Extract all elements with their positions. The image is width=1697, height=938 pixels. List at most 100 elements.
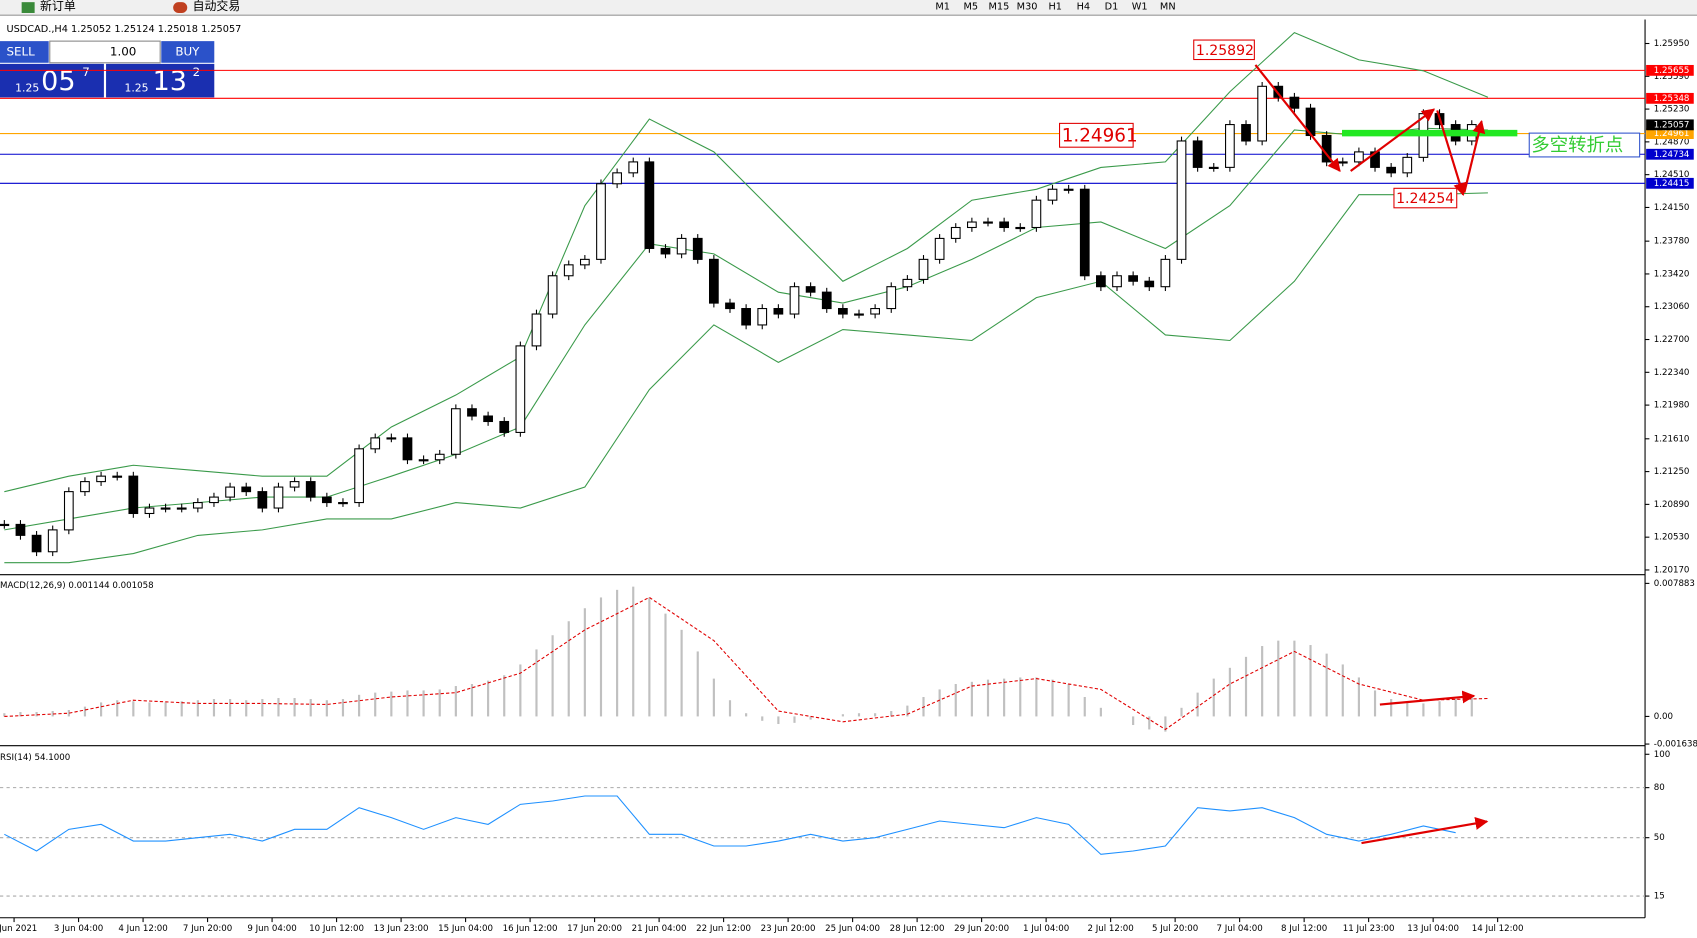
timeframe[interactable]: H4 <box>1077 1 1091 12</box>
sell-button[interactable] <box>0 41 49 63</box>
timeframe[interactable]: D1 <box>1105 1 1119 12</box>
buy-button[interactable] <box>161 41 215 63</box>
x-tick-label: 2 Jun 2021 <box>0 924 37 934</box>
candle <box>160 507 171 510</box>
x-tick-label: 11 Jul 23:00 <box>1343 924 1395 934</box>
buy-price[interactable] <box>106 63 215 98</box>
sell-price[interactable] <box>0 63 104 98</box>
annotation: 1.24961 <box>1062 125 1138 146</box>
candle <box>773 308 784 315</box>
candle <box>321 496 332 504</box>
timeframe[interactable]: H1 <box>1048 1 1062 12</box>
macd-bar <box>1325 653 1328 717</box>
price-tag <box>1646 92 1694 104</box>
candle <box>225 486 235 498</box>
lot-input[interactable] <box>49 40 161 64</box>
macd-bar <box>1083 697 1086 717</box>
auto-trading[interactable]: 自动交易 <box>193 0 241 13</box>
drawn-arrows <box>1254 64 1489 845</box>
sell-label[interactable]: SELL <box>6 44 35 58</box>
candle <box>209 496 219 504</box>
candle <box>112 475 123 478</box>
x-tick-label: 15 Jun 04:00 <box>438 924 493 934</box>
arrow <box>1463 119 1486 193</box>
annotation-box <box>1059 122 1134 148</box>
candle <box>483 415 493 423</box>
macd-bar <box>35 712 38 717</box>
candle <box>128 475 139 515</box>
candle <box>80 481 90 493</box>
candle <box>821 291 832 310</box>
macd-bar <box>1035 677 1038 717</box>
candle <box>176 507 187 510</box>
candle <box>967 221 977 229</box>
y-tick-label: 1.24150 <box>1654 203 1690 213</box>
candle <box>725 302 735 310</box>
macd-bar <box>132 701 135 717</box>
candle <box>418 459 429 462</box>
macd-bar <box>809 716 812 720</box>
lot-value[interactable]: 1.00 <box>110 44 136 58</box>
rsi-title: RSI(14) 54.1000 <box>0 753 70 763</box>
plot: 1.25950 1.25590 1.25230 1.24870 1.24510 1.241… <box>0 31 1697 934</box>
price-tag-label: 1.25348 <box>1654 94 1690 104</box>
candle <box>257 491 268 509</box>
bollinger-middle <box>4 127 1488 531</box>
timeframe[interactable]: W1 <box>1132 1 1148 12</box>
timeframe[interactable]: M1 <box>935 1 950 12</box>
x-tick-label: 14 Jul 12:00 <box>1472 924 1524 934</box>
bollinger-upper <box>4 31 1489 493</box>
candle <box>1160 258 1171 288</box>
x-tick-label: 3 Jun 04:00 <box>54 924 103 934</box>
macd-bar <box>1228 667 1231 717</box>
macd-bar <box>551 635 554 717</box>
x-tick-label: 13 Jun 23:00 <box>374 924 429 934</box>
new-order[interactable]: 新订单 <box>40 0 76 13</box>
macd-bar <box>470 684 474 717</box>
timeframe[interactable]: M5 <box>963 1 978 12</box>
y-tick-label: 1.24870 <box>1654 137 1690 147</box>
macd-bar <box>1390 699 1393 717</box>
candle <box>902 278 913 288</box>
price-tag <box>1646 148 1694 160</box>
candle <box>805 286 816 293</box>
candle <box>1079 188 1090 277</box>
icon[interactable] <box>21 2 35 13</box>
candle <box>1144 280 1155 288</box>
macd-bar <box>1373 690 1377 717</box>
y-tick-label: 100 <box>1654 750 1671 760</box>
macd-bar <box>745 713 748 717</box>
timeframe[interactable]: MN <box>1160 1 1176 12</box>
macd-bar <box>1277 640 1280 717</box>
y-tick-label: 1.23420 <box>1654 269 1690 279</box>
candle <box>63 491 74 531</box>
timeframe[interactable]: M30 <box>1017 1 1038 12</box>
macd-bar <box>1293 640 1296 717</box>
macd-bar <box>761 716 764 721</box>
y-tick-label: 1.24510 <box>1654 170 1690 180</box>
macd-bar <box>1454 699 1457 717</box>
x-tick-label: 7 Jun 20:00 <box>183 924 232 934</box>
macd-bar <box>180 701 183 717</box>
candle <box>999 221 1010 229</box>
macd-bar <box>196 700 199 717</box>
x-tick-label: 4 Jun 12:00 <box>118 924 167 934</box>
macd-bar <box>938 689 941 717</box>
y-tick-label: -0.001638 <box>1654 740 1697 750</box>
macd-bar <box>680 629 683 717</box>
timeframe[interactable]: M15 <box>989 1 1010 12</box>
macd-bar <box>1003 678 1006 717</box>
annotation-box <box>1528 132 1641 158</box>
candle <box>628 161 639 174</box>
candle <box>144 507 155 515</box>
candle <box>1192 140 1203 168</box>
macd-bar <box>503 675 506 717</box>
x-tick-label: 22 Jun 12:00 <box>696 924 751 934</box>
macd-bar <box>793 716 796 723</box>
buy-label[interactable]: BUY <box>175 44 200 58</box>
macd-bar <box>648 597 651 717</box>
x-tick-label: 2 Jul 12:00 <box>1087 924 1133 934</box>
x-tick-label: 5 Jul 20:00 <box>1152 924 1198 934</box>
icon[interactable] <box>173 2 188 13</box>
candle <box>596 183 606 260</box>
